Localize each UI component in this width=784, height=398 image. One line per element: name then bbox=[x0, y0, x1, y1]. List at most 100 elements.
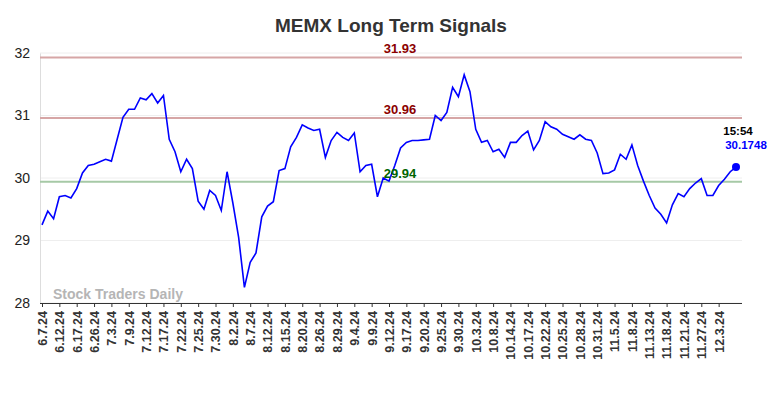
x-tick: 9.12.24 bbox=[383, 303, 397, 353]
x-tick: 10.28.24 bbox=[574, 303, 588, 360]
x-tick: 11.8.24 bbox=[626, 303, 640, 352]
x-tick: 7.3.24 bbox=[105, 303, 119, 346]
x-tick-label: 8.15.24 bbox=[279, 311, 293, 353]
x-tick-label: 10.17.24 bbox=[522, 311, 536, 360]
x-tick-mark bbox=[163, 303, 164, 307]
x-tick: 9.4.24 bbox=[348, 303, 362, 346]
x-tick: 9.9.24 bbox=[366, 303, 380, 346]
x-tick: 6.26.24 bbox=[88, 303, 102, 353]
reference-label: 31.93 bbox=[384, 41, 417, 56]
x-tick-mark bbox=[580, 303, 581, 307]
y-tick: 32 bbox=[14, 45, 40, 61]
reference-labels: 31.9330.9629.94 bbox=[384, 41, 417, 180]
x-tick-label: 7.30.24 bbox=[209, 311, 223, 353]
x-tick-label: 8.12.24 bbox=[261, 311, 275, 353]
x-tick: 10.17.24 bbox=[522, 303, 536, 360]
y-axis: 2829303132 bbox=[14, 45, 40, 311]
reference-line bbox=[40, 56, 742, 58]
x-tick-mark bbox=[649, 303, 650, 307]
x-tick-label: 8.2.24 bbox=[227, 311, 241, 346]
x-tick-label: 10.3.24 bbox=[470, 311, 484, 353]
x-tick-mark bbox=[129, 303, 130, 307]
x-tick-mark bbox=[181, 303, 182, 307]
x-tick: 8.20.24 bbox=[296, 303, 310, 353]
last-point bbox=[732, 163, 740, 171]
x-tick-mark bbox=[59, 303, 60, 307]
x-axis: 6.7.246.12.246.17.246.26.247.3.247.9.247… bbox=[36, 303, 742, 360]
x-tick-mark bbox=[268, 303, 269, 307]
x-tick: 8.2.24 bbox=[227, 303, 241, 346]
x-tick-label: 6.17.24 bbox=[71, 311, 85, 353]
x-tick-label: 6.7.24 bbox=[36, 311, 50, 346]
x-tick: 6.7.24 bbox=[36, 303, 50, 346]
x-tick-mark bbox=[719, 303, 720, 307]
grid bbox=[40, 53, 742, 303]
x-tick-label: 6.26.24 bbox=[88, 311, 102, 353]
x-tick-label: 9.9.24 bbox=[366, 311, 380, 346]
x-tick-label: 11.8.24 bbox=[626, 311, 640, 352]
x-tick: 7.25.24 bbox=[192, 303, 206, 353]
x-tick-label: 8.20.24 bbox=[296, 311, 310, 353]
y-tick: 28 bbox=[14, 295, 40, 311]
x-tick-label: 8.26.24 bbox=[313, 311, 327, 353]
reference-line bbox=[40, 181, 742, 183]
x-tick-mark bbox=[146, 303, 147, 307]
x-tick-label: 10.31.24 bbox=[591, 311, 605, 360]
x-tick-mark bbox=[337, 303, 338, 307]
x-tick-mark bbox=[701, 303, 702, 307]
x-tick-label: 11.5.24 bbox=[608, 311, 622, 352]
grid-line bbox=[40, 240, 742, 241]
x-tick: 11.13.24 bbox=[643, 303, 657, 359]
reference-label: 29.94 bbox=[384, 166, 417, 181]
x-tick-label: 11.18.24 bbox=[660, 311, 674, 359]
x-tick-mark bbox=[528, 303, 529, 307]
x-tick-label: 8.7.24 bbox=[244, 311, 258, 346]
annotation-time: 15:54 bbox=[723, 125, 753, 137]
x-tick-label: 10.28.24 bbox=[574, 311, 588, 360]
x-tick: 11.27.24 bbox=[695, 303, 709, 359]
x-tick-label: 9.12.24 bbox=[383, 311, 397, 353]
price-line bbox=[42, 75, 736, 288]
x-tick-mark bbox=[233, 303, 234, 307]
x-tick-label: 10.8.24 bbox=[487, 311, 501, 353]
x-tick: 9.20.24 bbox=[418, 303, 432, 353]
x-tick-label: 7.17.24 bbox=[157, 311, 171, 353]
x-tick: 10.25.24 bbox=[556, 303, 570, 360]
x-tick-mark bbox=[320, 303, 321, 307]
x-tick: 10.3.24 bbox=[470, 303, 484, 353]
x-tick: 10.22.24 bbox=[539, 303, 553, 360]
x-tick-mark bbox=[615, 303, 616, 307]
x-tick-mark bbox=[476, 303, 477, 307]
x-tick: 9.25.24 bbox=[435, 303, 449, 353]
x-tick-mark bbox=[216, 303, 217, 307]
x-tick: 7.9.24 bbox=[123, 303, 137, 346]
y-axis-line bbox=[40, 54, 41, 304]
x-tick-mark bbox=[94, 303, 95, 307]
chart: MEMX Long Term Signals28293031326.7.246.… bbox=[0, 0, 784, 398]
x-tick-mark bbox=[458, 303, 459, 307]
x-tick: 11.5.24 bbox=[608, 303, 622, 352]
y-tick: 30 bbox=[14, 170, 40, 186]
x-tick-label: 9.30.24 bbox=[452, 311, 466, 353]
x-tick: 7.17.24 bbox=[157, 303, 171, 353]
x-tick-mark bbox=[406, 303, 407, 307]
x-tick-label: 10.22.24 bbox=[539, 311, 553, 360]
x-tick: 10.8.24 bbox=[487, 303, 501, 353]
annotation-value: 30.1748 bbox=[725, 139, 767, 151]
x-tick-mark bbox=[198, 303, 199, 307]
x-tick-label: 7.3.24 bbox=[105, 311, 119, 346]
x-tick: 8.7.24 bbox=[244, 303, 258, 346]
x-tick-mark bbox=[250, 303, 251, 307]
y-tick-label: 29 bbox=[14, 232, 30, 248]
x-tick: 11.21.24 bbox=[678, 303, 692, 359]
x-tick: 8.29.24 bbox=[331, 303, 345, 353]
x-tick-label: 11.13.24 bbox=[643, 311, 657, 359]
x-tick: 8.15.24 bbox=[279, 303, 293, 353]
x-tick: 7.22.24 bbox=[175, 303, 189, 353]
reference-line bbox=[40, 117, 742, 119]
x-tick-label: 7.22.24 bbox=[175, 311, 189, 353]
x-tick-mark bbox=[389, 303, 390, 307]
x-tick-label: 12.3.24 bbox=[713, 311, 727, 353]
y-tick-label: 28 bbox=[14, 295, 30, 311]
x-tick: 8.26.24 bbox=[313, 303, 327, 353]
